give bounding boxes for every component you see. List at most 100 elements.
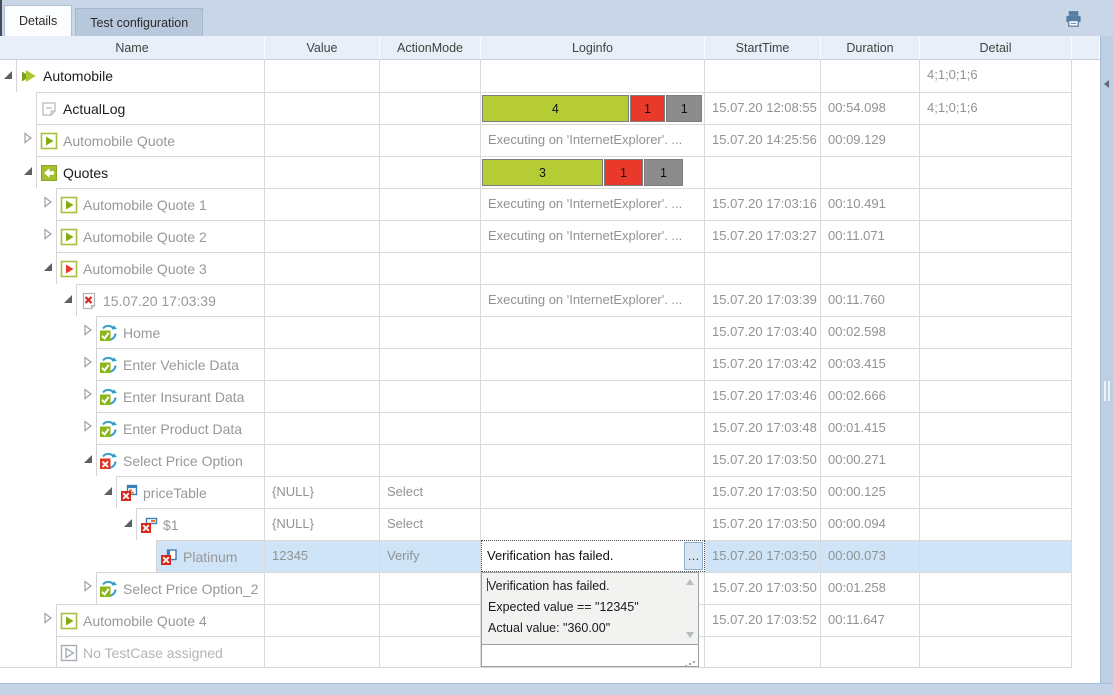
module-passed-icon xyxy=(99,419,118,438)
detail-cell xyxy=(920,476,1072,508)
row-name-label: No TestCase assigned xyxy=(83,644,223,661)
loginfo-edit-cell[interactable]: Verification has failed.… xyxy=(481,540,705,572)
table-row[interactable]: Enter Vehicle Data 15.07.20 17:03:42 00:03… xyxy=(0,348,1100,380)
expander-collapsed-icon[interactable] xyxy=(83,387,93,405)
expander-collapsed-icon[interactable] xyxy=(43,195,53,213)
column-header-loginfo[interactable]: Loginfo xyxy=(481,36,705,60)
column-header-value[interactable]: Value xyxy=(265,36,380,60)
expander-collapsed-icon[interactable] xyxy=(23,131,33,149)
expander-expanded-icon[interactable] xyxy=(23,163,33,181)
tree-indent xyxy=(0,572,96,604)
tab-test-configuration[interactable]: Test configuration xyxy=(75,8,204,36)
name-cell: Automobile Quote 2 xyxy=(0,220,265,252)
column-header-name[interactable]: Name xyxy=(0,36,265,60)
right-splitter[interactable] xyxy=(1100,36,1113,683)
expander-expanded-icon[interactable] xyxy=(123,515,133,533)
column-header-detail[interactable]: Detail xyxy=(920,36,1072,60)
testcase-failed-icon xyxy=(59,259,78,278)
resize-grip-icon[interactable] xyxy=(685,661,695,667)
row-name-label: Automobile Quote 1 xyxy=(83,196,207,213)
expander-collapsed-icon[interactable] xyxy=(83,579,93,597)
column-header-duration[interactable]: Duration xyxy=(821,36,920,60)
module-failed-icon xyxy=(99,451,118,470)
table-row[interactable]: priceTable {NULL} Select 15.07.20 17:03:50 0… xyxy=(0,476,1100,508)
testcase-passed-icon xyxy=(59,611,78,630)
table-row[interactable]: ActualLog 4 1 1 15.07.20 12:08:55 00:54.098 4;… xyxy=(0,92,1100,124)
table-row[interactable]: Automobile Quote Executing on 'InternetEx… xyxy=(0,124,1100,156)
table-row[interactable]: Automobile Quote 4 15.07.20 17:03:52 00:11… xyxy=(0,604,1100,636)
detail-cell xyxy=(920,124,1072,156)
result-count-badge-pass_green: 4 xyxy=(482,95,629,122)
tree-indent xyxy=(0,476,116,508)
detail-cell xyxy=(920,444,1072,476)
name-cell: Platinum xyxy=(0,540,265,572)
log-expand-button[interactable]: … xyxy=(684,542,703,570)
starttime-cell: 15.07.20 17:03:50 xyxy=(705,444,821,476)
expander-collapsed-icon[interactable] xyxy=(83,323,93,341)
actionmode-cell xyxy=(380,252,481,284)
expander-expanded-icon[interactable] xyxy=(83,451,93,469)
expander-collapsed-icon[interactable] xyxy=(43,227,53,245)
value-cell xyxy=(265,572,380,604)
name-cell: Automobile Quote xyxy=(0,124,265,156)
table-row[interactable]: Home 15.07.20 17:03:40 00:02.598 xyxy=(0,316,1100,348)
row-name-label: Select Price Option xyxy=(123,452,243,469)
tree-indent xyxy=(0,284,76,316)
tree-indent xyxy=(0,252,56,284)
row-name-label: Automobile Quote 2 xyxy=(83,228,207,245)
table-row[interactable]: 15.07.20 17:03:39 Executing on 'InternetE… xyxy=(0,284,1100,316)
loginfo-popup-text[interactable]: Verification has failed. Expected value … xyxy=(481,572,699,645)
value-cell xyxy=(265,604,380,636)
expander-collapsed-icon[interactable] xyxy=(43,611,53,629)
actionmode-cell xyxy=(380,316,481,348)
table-row[interactable]: Enter Product Data 15.07.20 17:03:48 00:01… xyxy=(0,412,1100,444)
iteration-failed-icon xyxy=(79,291,98,310)
table-row[interactable]: Automobile Quote 2 Executing on 'Internet… xyxy=(0,220,1100,252)
expander-expanded-icon[interactable] xyxy=(103,483,113,501)
duration-cell: 00:01.415 xyxy=(821,412,920,444)
popup-line: Actual value: "360.00" xyxy=(488,621,611,635)
tree-indent xyxy=(0,380,96,412)
name-cell: Automobile Quote 3 xyxy=(0,252,265,284)
detail-cell xyxy=(920,220,1072,252)
result-count-badge-fail_red: 1 xyxy=(604,159,643,186)
duration-cell: 00:54.098 xyxy=(821,92,920,124)
table-row[interactable]: $1 {NULL} Select 15.07.20 17:03:50 00:00.094 xyxy=(0,508,1100,540)
row-name-label: Automobile Quote 3 xyxy=(83,260,207,277)
loginfo-cell xyxy=(481,316,705,348)
tree-indent xyxy=(0,604,56,636)
column-header-starttime[interactable]: StartTime xyxy=(705,36,821,60)
starttime-cell: 15.07.20 12:08:55 xyxy=(705,92,821,124)
table-row[interactable]: Quotes 3 1 1 xyxy=(0,156,1100,188)
expander-collapsed-icon[interactable] xyxy=(83,419,93,437)
expander-expanded-icon[interactable] xyxy=(63,291,73,309)
table-row[interactable]: Automobile Quote 3 xyxy=(0,252,1100,284)
table-row[interactable]: Automobile 4;1;0;1;6 xyxy=(0,60,1100,92)
name-cell: Enter Insurant Data xyxy=(0,380,265,412)
scroll-up-icon[interactable] xyxy=(686,579,694,585)
loginfo-cell xyxy=(481,508,705,540)
scroll-down-icon[interactable] xyxy=(686,632,694,638)
print-button[interactable] xyxy=(1058,5,1088,32)
expander-expanded-icon[interactable] xyxy=(3,67,13,85)
name-cell: Enter Product Data xyxy=(0,412,265,444)
collapse-panel-icon[interactable] xyxy=(1104,80,1109,88)
tab-details[interactable]: Details xyxy=(4,5,73,36)
table-row[interactable]: Select Price Option_2 15.07.20 17:03:50 00… xyxy=(0,572,1100,604)
test-suite-icon xyxy=(19,67,38,86)
expander-expanded-icon[interactable] xyxy=(43,259,53,277)
tree-indent xyxy=(0,636,56,667)
column-header-actionmode[interactable]: ActionMode xyxy=(380,36,481,60)
table-row[interactable]: Enter Insurant Data 15.07.20 17:03:46 00:0… xyxy=(0,380,1100,412)
duration-cell: 00:11.647 xyxy=(821,604,920,636)
detail-cell xyxy=(920,188,1072,220)
starttime-cell xyxy=(705,252,821,284)
table-row[interactable]: Select Price Option 15.07.20 17:03:50 00:0… xyxy=(0,444,1100,476)
expander-collapsed-icon[interactable] xyxy=(83,355,93,373)
starttime-cell: 15.07.20 17:03:50 xyxy=(705,508,821,540)
value-cell: {NULL} xyxy=(265,476,380,508)
value-cell xyxy=(265,380,380,412)
row-name-label: $1 xyxy=(163,516,179,533)
table-row[interactable]: Platinum 12345 Verify Verification has fail… xyxy=(0,540,1100,572)
table-row[interactable]: Automobile Quote 1 Executing on 'Internet… xyxy=(0,188,1100,220)
